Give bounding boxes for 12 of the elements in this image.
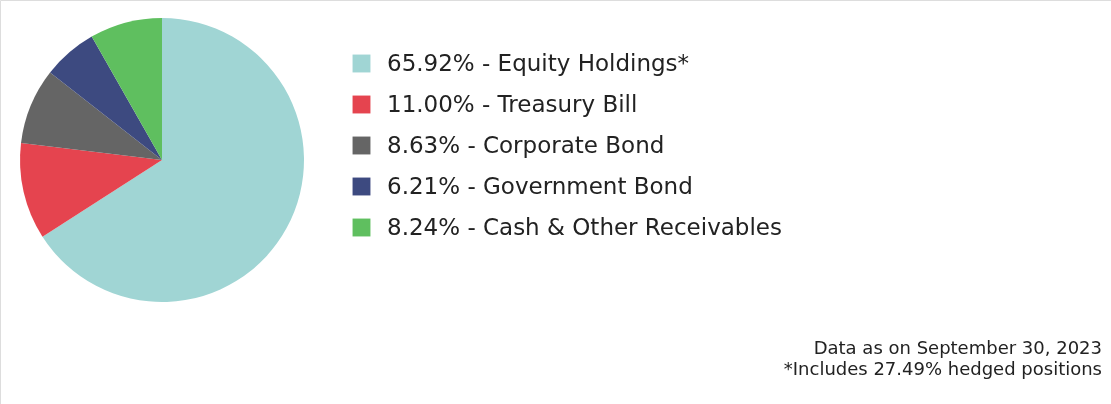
legend-label: 11.00% - Treasury Bill — [387, 90, 638, 117]
legend-label: 8.63% - Corporate Bond — [387, 131, 665, 158]
pie-slice — [91, 18, 162, 160]
text: Data as on September 30, 2023 — [813, 336, 1102, 358]
pie-slice — [42, 18, 304, 302]
pie-slice — [21, 72, 162, 160]
legend-label: 8.24% - Cash & Other Receivables — [387, 213, 782, 240]
text: *Includes 27.49% hedged positions — [783, 357, 1102, 379]
legend-label: 65.92% - Equity Holdings* — [387, 49, 690, 76]
legend-label: 6.21% - Government Bond — [387, 172, 693, 199]
pie-slice — [50, 36, 162, 160]
pie-slice — [20, 142, 162, 237]
